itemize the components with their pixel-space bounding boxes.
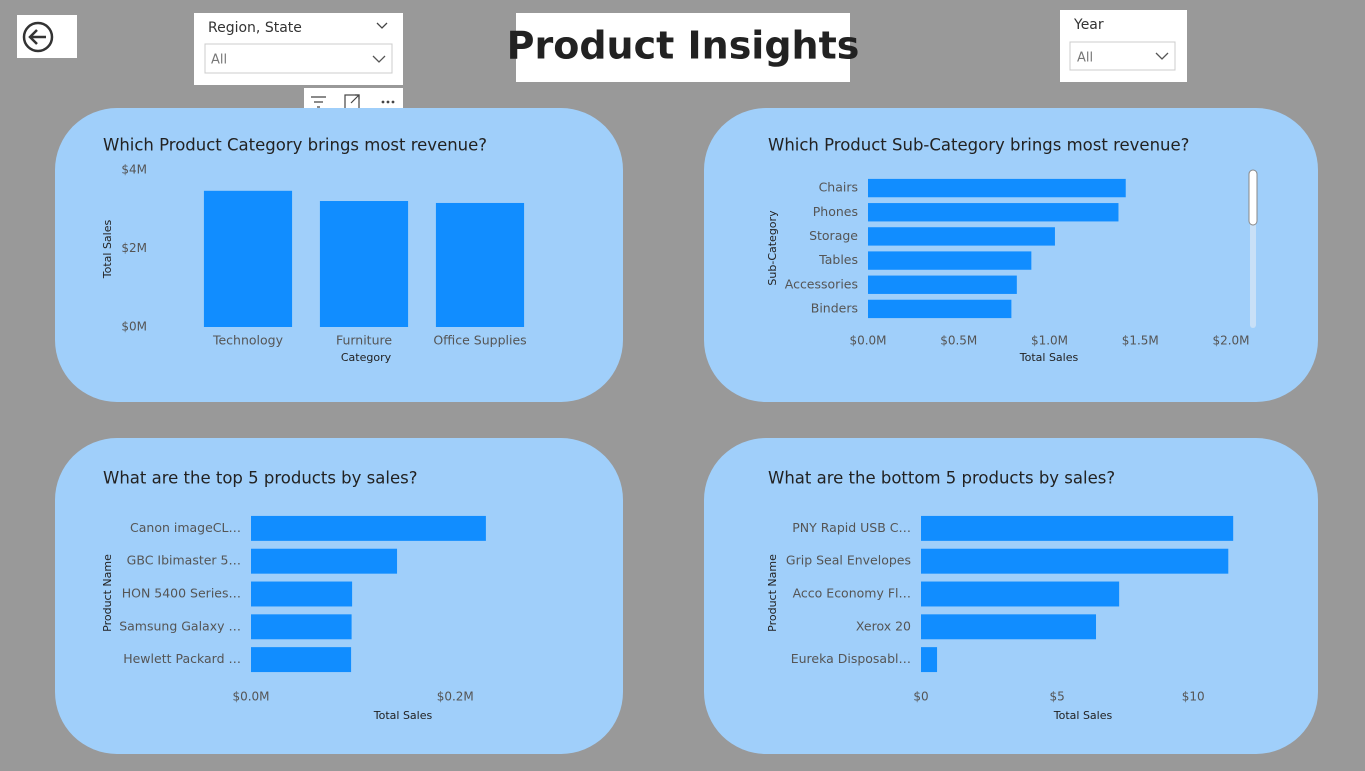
y-axis-label: Total Sales: [101, 220, 114, 280]
page-title: Product Insights: [507, 24, 860, 68]
chevron[interactable]: [372, 55, 386, 63]
bar: [868, 251, 1032, 270]
y-tick-label: $2M: [121, 241, 147, 255]
x-axis-label: Total Sales: [1053, 709, 1113, 722]
y-tick-label: Binders: [811, 300, 858, 315]
bar: [319, 201, 409, 327]
slicer-value[interactable]: All: [211, 53, 227, 68]
bar: [921, 581, 1120, 607]
slicer-value[interactable]: All: [1077, 51, 1093, 66]
x-tick-label: $2.0M: [1212, 334, 1249, 348]
bar: [921, 647, 938, 673]
back-button-box[interactable]: [17, 15, 77, 58]
x-tick-label: $1.5M: [1122, 334, 1159, 348]
chart-title: What are the top 5 products by sales?: [103, 469, 417, 488]
bar: [435, 202, 525, 327]
x-axis-label: Category: [341, 351, 392, 364]
y-tick-label: Accessories: [785, 276, 858, 291]
x-tick-label: $0.0M: [849, 334, 886, 348]
x-axis-label: Total Sales: [1019, 351, 1079, 364]
chart-title: Which Product Category brings most reven…: [103, 136, 487, 155]
more-icon[interactable]: [381, 100, 395, 104]
bar: [868, 275, 1017, 294]
bar: [868, 299, 1012, 319]
y-axis-label: Product Name: [101, 554, 114, 632]
y-tick-label: GBC Ibimaster 5…: [127, 553, 241, 568]
chart-title: What are the bottom 5 products by sales?: [768, 469, 1115, 488]
scrollbar-thumb[interactable]: [1248, 169, 1258, 226]
filter-icon[interactable]: [311, 96, 326, 108]
focus-arrow[interactable]: [350, 94, 360, 104]
slicer-label: Year: [1073, 17, 1104, 33]
x-axis-label: Total Sales: [373, 709, 433, 722]
bar: [251, 647, 352, 673]
y-tick-label: $0M: [121, 320, 147, 334]
y-tick-label: $4M: [121, 163, 147, 177]
x-tick-label: $5: [1049, 690, 1064, 704]
back-button[interactable]: [17, 15, 77, 58]
bar: [251, 614, 352, 640]
x-tick-label: $10: [1182, 690, 1205, 704]
bar: [868, 178, 1126, 198]
y-tick-label: PNY Rapid USB C…: [792, 520, 911, 535]
bar: [251, 548, 398, 574]
x-tick-label: Office Supplies: [433, 333, 526, 348]
x-tick-label: $0.2M: [437, 690, 474, 704]
bar: [251, 515, 486, 541]
x-tick-label: $0: [913, 690, 928, 704]
y-tick-label: Chairs: [819, 180, 858, 195]
bar: [203, 190, 293, 327]
x-tick-label: Furniture: [336, 333, 392, 348]
y-tick-label: Eureka Disposabl…: [791, 651, 911, 666]
x-tick-label: $0.5M: [940, 334, 977, 348]
bar: [921, 548, 1229, 574]
back-icon[interactable]: [22, 21, 54, 53]
bar: [868, 227, 1055, 246]
chevron[interactable]: [1155, 52, 1169, 60]
slicer-dropdown[interactable]: [204, 43, 393, 74]
y-tick-label: Tables: [818, 252, 858, 267]
bar: [921, 614, 1097, 640]
y-tick-label: Grip Seal Envelopes: [786, 553, 911, 568]
y-tick-label: Storage: [809, 228, 858, 243]
y-tick-label: Acco Economy Fl…: [793, 586, 911, 601]
bar: [868, 203, 1119, 222]
chevron[interactable]: [376, 22, 388, 29]
y-tick-label: Canon imageCL…: [130, 520, 241, 535]
y-axis-label: Sub-Category: [766, 210, 779, 286]
chart-title: Which Product Sub-Category brings most r…: [768, 136, 1189, 155]
x-tick-label: $0.0M: [232, 690, 269, 704]
y-tick-label: Hewlett Packard …: [123, 651, 241, 666]
bar: [251, 581, 353, 607]
y-tick-label: Samsung Galaxy …: [119, 618, 241, 633]
y-tick-label: HON 5400 Series…: [122, 586, 241, 601]
title-box: [516, 13, 850, 82]
x-tick-label: Technology: [212, 333, 284, 348]
slicer-label: Region, State: [208, 20, 302, 36]
y-axis-label: Product Name: [766, 554, 779, 632]
x-tick-label: $1.0M: [1031, 334, 1068, 348]
slicer-dropdown[interactable]: [1069, 41, 1176, 71]
y-tick-label: Phones: [813, 204, 858, 219]
back-arrow[interactable]: [28, 29, 46, 45]
y-tick-label: Xerox 20: [856, 618, 911, 633]
bar: [921, 515, 1234, 541]
